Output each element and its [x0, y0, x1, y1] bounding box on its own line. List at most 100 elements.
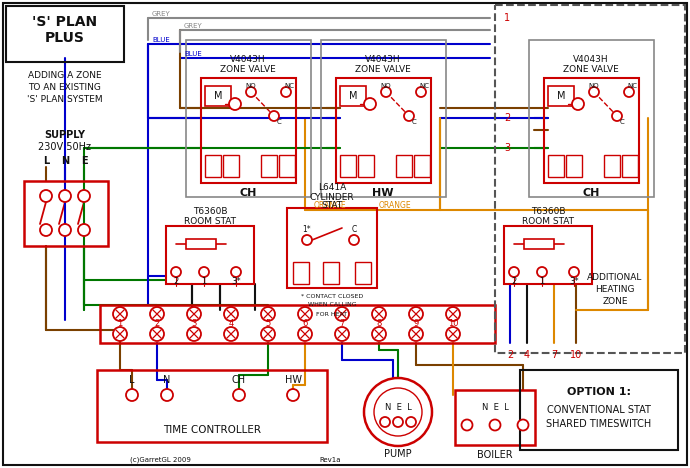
Text: ROOM STAT: ROOM STAT: [522, 217, 574, 226]
Circle shape: [298, 327, 312, 341]
Text: SUPPLY: SUPPLY: [44, 130, 86, 140]
Bar: [455, 390, 535, 445]
Circle shape: [406, 417, 416, 427]
Text: NO: NO: [589, 83, 600, 89]
Text: STAT: STAT: [322, 202, 342, 211]
Text: BLUE: BLUE: [184, 51, 201, 57]
Circle shape: [302, 235, 312, 245]
Circle shape: [187, 327, 201, 341]
Circle shape: [409, 327, 423, 341]
Text: 4: 4: [228, 320, 234, 329]
Text: 3*: 3*: [569, 278, 579, 286]
Circle shape: [287, 389, 299, 401]
Circle shape: [229, 98, 241, 110]
Bar: [548, 86, 574, 106]
Text: 5: 5: [266, 320, 270, 329]
Text: 3: 3: [191, 320, 197, 329]
Text: 1: 1: [504, 13, 510, 23]
Bar: [261, 155, 277, 177]
Circle shape: [462, 419, 473, 431]
Text: ORANGE: ORANGE: [379, 200, 411, 210]
Text: C: C: [351, 226, 357, 234]
Text: 'S' PLAN SYSTEM: 'S' PLAN SYSTEM: [27, 95, 103, 103]
Circle shape: [224, 307, 238, 321]
Text: ORANGE: ORANGE: [314, 200, 346, 210]
Circle shape: [364, 98, 376, 110]
Text: Rev1a: Rev1a: [319, 457, 341, 463]
Text: GREY: GREY: [152, 11, 170, 17]
Text: PUMP: PUMP: [384, 449, 412, 459]
Bar: [355, 262, 371, 284]
Text: TIME CONTROLLER: TIME CONTROLLER: [163, 425, 261, 435]
Text: 10: 10: [570, 350, 582, 360]
Circle shape: [261, 307, 275, 321]
Circle shape: [446, 307, 460, 321]
Text: ADDING A ZONE: ADDING A ZONE: [28, 71, 102, 80]
Bar: [336, 78, 431, 183]
Circle shape: [59, 190, 71, 202]
Text: CH: CH: [239, 188, 257, 198]
Text: 1: 1: [117, 320, 123, 329]
Circle shape: [40, 224, 52, 236]
Text: OPTION 1:: OPTION 1:: [567, 387, 631, 397]
Bar: [293, 262, 309, 284]
Circle shape: [113, 327, 127, 341]
Text: ADDITIONAL: ADDITIONAL: [587, 273, 642, 283]
Circle shape: [126, 389, 138, 401]
Circle shape: [537, 267, 547, 277]
Text: 1*: 1*: [303, 226, 311, 234]
Circle shape: [335, 327, 349, 341]
Circle shape: [161, 389, 173, 401]
Text: N: N: [61, 156, 69, 166]
Text: V4043H: V4043H: [365, 56, 401, 65]
Text: C: C: [277, 119, 282, 125]
Circle shape: [489, 419, 500, 431]
Text: HW: HW: [372, 188, 394, 198]
Circle shape: [372, 307, 386, 321]
Bar: [279, 155, 295, 177]
Text: 1: 1: [201, 278, 206, 286]
Text: 1: 1: [540, 278, 544, 286]
Bar: [287, 208, 377, 288]
Text: WHEN CALLING: WHEN CALLING: [308, 302, 356, 307]
Text: 230V 50Hz: 230V 50Hz: [39, 142, 92, 152]
Text: 2: 2: [511, 278, 517, 286]
Text: 3: 3: [504, 143, 510, 153]
Bar: [97, 370, 327, 442]
Bar: [6, 6, 124, 62]
Bar: [524, 239, 554, 249]
Circle shape: [381, 87, 391, 97]
Circle shape: [78, 224, 90, 236]
Text: NO: NO: [381, 83, 391, 89]
Text: 2: 2: [507, 350, 513, 360]
Bar: [604, 155, 620, 177]
Text: * CONTACT CLOSED: * CONTACT CLOSED: [301, 293, 363, 299]
Circle shape: [572, 98, 584, 110]
Circle shape: [113, 307, 127, 321]
Circle shape: [612, 111, 622, 121]
Text: 2: 2: [155, 320, 159, 329]
Text: 4: 4: [524, 350, 530, 360]
Bar: [520, 370, 678, 450]
Text: L641A: L641A: [318, 183, 346, 192]
Text: 'S' PLAN: 'S' PLAN: [32, 15, 97, 29]
Bar: [205, 86, 231, 106]
Bar: [544, 78, 639, 183]
Circle shape: [171, 267, 181, 277]
Bar: [321, 40, 446, 197]
Circle shape: [416, 87, 426, 97]
Circle shape: [150, 307, 164, 321]
Text: E: E: [81, 156, 88, 166]
Text: M: M: [557, 91, 565, 101]
Bar: [340, 86, 366, 106]
Text: 7: 7: [339, 320, 345, 329]
Circle shape: [78, 190, 90, 202]
Text: N  E  L: N E L: [384, 402, 411, 411]
Text: M: M: [348, 91, 357, 101]
Text: N  E  L: N E L: [482, 403, 509, 412]
Bar: [495, 5, 685, 353]
Bar: [529, 40, 654, 197]
Circle shape: [349, 235, 359, 245]
Text: CONVENTIONAL STAT: CONVENTIONAL STAT: [547, 405, 651, 415]
Text: L: L: [43, 156, 49, 166]
